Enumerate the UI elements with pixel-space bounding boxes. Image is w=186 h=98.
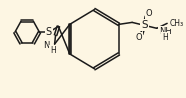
Text: O: O xyxy=(146,9,153,18)
Text: CH₃: CH₃ xyxy=(170,19,184,28)
Text: S: S xyxy=(141,20,148,30)
Text: H: H xyxy=(50,46,56,55)
Text: H: H xyxy=(162,33,168,42)
Text: NH: NH xyxy=(159,27,171,36)
Text: S: S xyxy=(46,27,52,37)
Text: O: O xyxy=(135,33,142,42)
Text: N: N xyxy=(44,41,50,50)
